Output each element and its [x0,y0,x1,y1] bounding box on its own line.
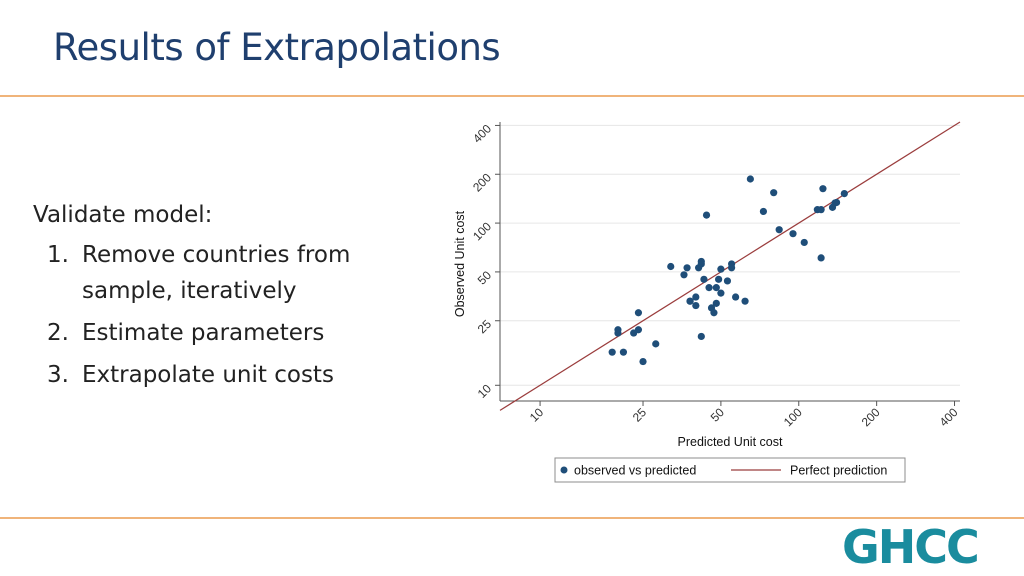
y-tick-label: 400 [470,121,494,145]
y-tick-label: 200 [470,170,494,194]
data-point [697,257,705,266]
data-point [667,262,675,271]
data-point [712,299,720,307]
data-point [712,284,720,292]
data-point [692,301,700,310]
intro-text: Validate model: [33,202,213,228]
legend-box [554,457,906,483]
y-tick-label: 10 [475,381,495,401]
top-divider [0,95,1024,97]
x-axis-title: Predicted Unit cost [678,435,783,449]
step-text: Remove countries from sample, iterativel… [82,242,351,304]
data-point [692,293,700,301]
gridlines [500,124,960,386]
data-points [608,175,848,366]
x-tick-label: 100 [781,405,805,429]
data-point [746,175,754,183]
steps-list: 1. Remove countries from sample, iterati… [33,237,393,393]
data-point [700,275,708,283]
data-point [728,260,736,268]
data-point [686,297,694,305]
data-point [680,271,688,279]
data-point [770,189,778,197]
bottom-divider [0,517,1024,519]
data-point [619,348,628,356]
data-point [608,348,616,356]
data-point [705,284,713,292]
y-axis-title: Observed Unit cost [453,210,467,317]
legend-marker-points [560,466,568,474]
data-point [723,277,732,285]
data-point [697,332,705,341]
data-point [639,357,647,366]
y-tick-label: 100 [470,219,494,243]
step-number: 1. [47,242,69,268]
slide-title: Results of Extrapolations [53,26,501,69]
x-tick-label: 25 [630,405,650,425]
y-tick-label: 25 [475,317,495,337]
legend-label-points: observed vs predicted [574,464,696,478]
step-item: 3. Extrapolate unit costs [33,357,393,393]
x-tick-label: 50 [708,405,728,425]
data-point [759,207,768,216]
x-tick-label: 200 [859,405,883,429]
data-point [800,238,808,247]
data-point [614,326,622,334]
step-text: Estimate parameters [82,320,325,346]
data-point [832,198,841,207]
data-point [702,211,711,219]
data-point [817,206,825,214]
data-point [710,309,718,317]
data-point [717,265,725,273]
step-number: 2. [47,320,69,346]
body-text: Validate model: 1. Remove countries from… [33,197,393,399]
data-point [732,293,740,301]
ghcc-logo: GHCC [842,520,980,574]
step-text: Extrapolate unit costs [82,362,334,388]
data-point [741,297,749,305]
legend-label-line: Perfect prediction [790,464,887,478]
data-point [715,275,723,283]
data-point [652,340,660,348]
data-point [817,254,825,262]
data-point [775,226,783,234]
step-item: 2. Estimate parameters [33,315,393,351]
x-tick-label: 10 [527,405,547,425]
data-point [683,264,691,272]
data-point [840,189,848,198]
data-point [717,289,725,297]
x-tick-label: 400 [937,405,961,429]
data-point [630,329,638,337]
y-tick-label: 50 [475,268,495,288]
step-number: 3. [47,362,69,388]
data-point [819,185,827,193]
data-point [634,309,643,317]
data-point [789,230,797,238]
scatter-chart: 10 25 50 100 200 400 10 25 50 100 200 400 Predicted… [453,121,961,483]
axes [495,122,960,406]
step-item: 1. Remove countries from sample, iterati… [33,237,393,309]
legend: observed vs predicted Perfect prediction [554,457,906,483]
